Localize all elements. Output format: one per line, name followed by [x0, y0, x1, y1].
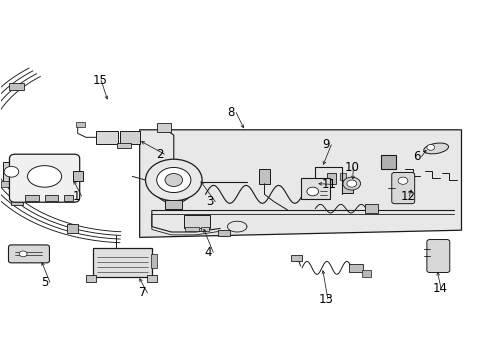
Bar: [64, 195, 73, 201]
Text: 14: 14: [431, 282, 447, 295]
Circle shape: [157, 167, 190, 193]
Bar: [361, 270, 370, 277]
Bar: [259, 169, 269, 184]
Bar: [341, 181, 352, 193]
Bar: [380, 155, 395, 169]
Text: 2: 2: [156, 148, 163, 161]
Bar: [73, 171, 82, 181]
Bar: [0, 181, 9, 187]
Bar: [96, 131, 118, 144]
Text: 8: 8: [227, 106, 234, 119]
Bar: [93, 248, 152, 277]
Bar: [86, 275, 96, 282]
Text: 3: 3: [206, 195, 213, 208]
Bar: [183, 215, 210, 228]
Bar: [151, 253, 157, 268]
Circle shape: [145, 159, 202, 201]
Circle shape: [426, 144, 434, 150]
Text: 4: 4: [204, 246, 212, 259]
Text: 5: 5: [41, 276, 48, 289]
Bar: [339, 173, 346, 180]
Bar: [184, 227, 198, 231]
Bar: [348, 264, 362, 272]
Bar: [200, 227, 209, 231]
Bar: [290, 255, 301, 261]
Text: 13: 13: [319, 293, 333, 306]
Bar: [11, 181, 20, 188]
FancyBboxPatch shape: [9, 154, 80, 202]
Text: 12: 12: [400, 190, 415, 203]
Bar: [300, 178, 329, 199]
Bar: [9, 82, 24, 90]
Bar: [25, 195, 39, 201]
FancyBboxPatch shape: [391, 172, 414, 204]
Bar: [67, 224, 78, 233]
Ellipse shape: [27, 166, 61, 187]
Text: 7: 7: [139, 287, 146, 300]
Bar: [44, 195, 58, 201]
Circle shape: [164, 174, 182, 186]
FancyBboxPatch shape: [426, 239, 449, 273]
Text: 1: 1: [73, 190, 80, 203]
Polygon shape: [140, 130, 461, 237]
Bar: [117, 143, 131, 148]
Bar: [157, 123, 171, 132]
Text: 15: 15: [92, 74, 107, 87]
Circle shape: [19, 251, 27, 257]
Circle shape: [306, 187, 318, 196]
Bar: [76, 122, 85, 127]
Text: 11: 11: [321, 178, 336, 191]
Bar: [164, 200, 182, 209]
Bar: [11, 199, 23, 205]
Text: 10: 10: [344, 161, 359, 174]
Circle shape: [346, 180, 356, 187]
Bar: [120, 131, 140, 144]
Bar: [3, 162, 20, 182]
Bar: [147, 275, 157, 282]
FancyBboxPatch shape: [8, 245, 49, 263]
Bar: [217, 230, 229, 236]
Circle shape: [4, 166, 19, 177]
Bar: [365, 204, 377, 213]
Bar: [327, 173, 335, 184]
Text: 6: 6: [412, 150, 419, 163]
Circle shape: [397, 177, 407, 184]
Circle shape: [342, 177, 360, 190]
Ellipse shape: [423, 143, 447, 154]
Text: 9: 9: [322, 138, 329, 151]
